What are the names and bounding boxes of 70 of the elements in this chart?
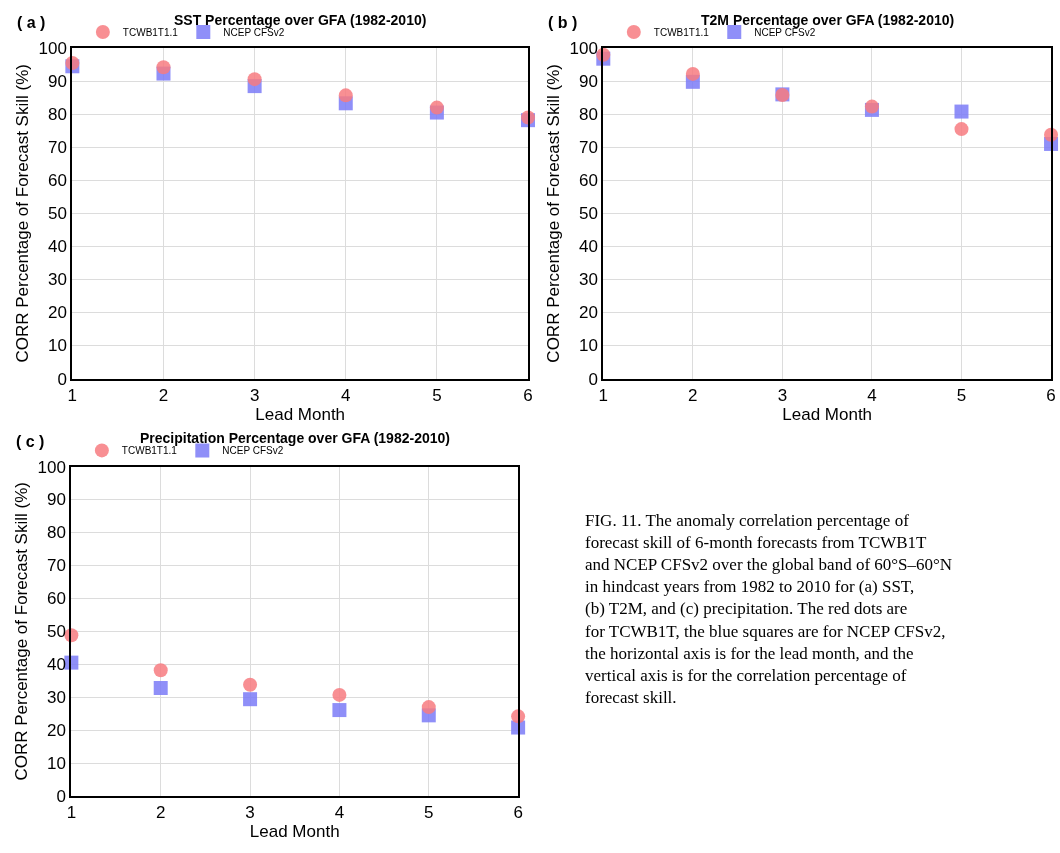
y-axis-title: CORR Percentage of Forecast Skill (%)	[543, 64, 563, 363]
x-tick-label: 4	[867, 385, 877, 405]
text: FIG. 11. The anomaly correlation percentage of forecast skill of 6-month forecasts from TCWB1T and NCEP CFSv2 over the global band of 60°S–60°N in hindcast years from 1982 to 2010 for (a) SST, (b) T2M, and (c) precipitation. The red dots are for TCWB1T, the blue squares are for NCEP CFSv2, the horizontal axis is for the lead month, and the vertical axis is for the correlation percentage of forecast skill.	[585, 511, 953, 707]
x-tick-label: 4	[334, 803, 345, 823]
x-tick-label: 3	[249, 385, 260, 405]
x-tick-label: 5	[956, 385, 967, 405]
x-tick-label: 1	[67, 385, 78, 405]
x-tick-label: 1	[598, 385, 609, 405]
legend-label: TCWB1T1.1	[121, 445, 178, 457]
y-tick-label: 90	[48, 72, 67, 92]
y-tick-label: 40	[47, 655, 66, 675]
chart-title: T2M Percentage over GFA (1982-2010)	[701, 12, 955, 28]
y-tick-label: 100	[38, 39, 67, 59]
chart-title: Precipitation Percentage over GFA (1982-2010)	[140, 430, 450, 446]
y-tick-label: 100	[569, 39, 598, 59]
y-tick-label: 0	[56, 787, 66, 807]
text: ( b )	[548, 14, 578, 31]
y-tick-label: 50	[578, 204, 598, 224]
x-tick-label: 6	[1046, 385, 1056, 405]
legend-label: NCEP CFSv2	[222, 445, 284, 457]
y-axis-title: CORR Percentage of Forecast Skill (%)	[11, 482, 31, 781]
y-tick-label: 10	[578, 336, 598, 356]
x-tick-label: 2	[688, 385, 698, 405]
y-tick-label: 70	[578, 138, 598, 158]
x-tick-label: 5	[424, 803, 434, 823]
y-tick-label: 40	[578, 237, 598, 257]
y-tick-label: 60	[48, 171, 67, 191]
y-tick-label: 20	[578, 303, 598, 323]
x-tick-label: 2	[158, 385, 169, 405]
text: ( a )	[17, 14, 46, 31]
y-tick-label: 60	[47, 589, 66, 609]
y-tick-label: 70	[47, 556, 66, 576]
y-axis-title: CORR Percentage of Forecast Skill (%)	[12, 64, 32, 363]
x-tick-label: 2	[155, 803, 166, 823]
y-tick-label: 20	[47, 721, 66, 741]
x-tick-label: 5	[432, 385, 442, 405]
y-tick-label: 50	[48, 204, 67, 224]
x-tick-label: 4	[341, 385, 351, 405]
x-tick-label: 1	[66, 803, 77, 823]
x-tick-label: 3	[245, 803, 255, 823]
y-tick-label: 80	[578, 105, 598, 125]
y-tick-label: 30	[47, 688, 66, 708]
legend-label: NCEP CFSv2	[754, 26, 816, 38]
y-tick-label: 70	[48, 138, 67, 158]
y-tick-label: 90	[47, 490, 66, 510]
y-tick-label: 30	[48, 270, 67, 290]
y-tick-label: 30	[578, 270, 598, 290]
chart-title: SST Percentage over GFA (1982-2010)	[174, 12, 427, 28]
y-tick-label: 10	[48, 336, 67, 356]
legend-label: TCWB1T1.1	[122, 26, 179, 38]
y-tick-label: 90	[578, 72, 598, 92]
y-tick-label: 80	[48, 105, 67, 125]
text: ( c )	[16, 433, 45, 450]
x-axis-title: Lead Month	[782, 404, 873, 424]
y-tick-label: 10	[47, 754, 66, 774]
y-tick-label: 100	[37, 457, 66, 477]
y-tick-label: 20	[48, 303, 67, 323]
legend-label: NCEP CFSv2	[223, 26, 285, 38]
x-tick-label: 6	[523, 385, 533, 405]
x-axis-title: Lead Month	[249, 822, 340, 842]
y-tick-label: 0	[588, 369, 598, 389]
y-tick-label: 40	[48, 237, 67, 257]
x-tick-label: 3	[777, 385, 788, 405]
y-tick-label: 80	[47, 523, 66, 543]
y-tick-label: 0	[57, 369, 67, 389]
x-axis-title: Lead Month	[255, 404, 346, 424]
y-tick-label: 50	[47, 622, 66, 642]
y-tick-label: 60	[578, 171, 598, 191]
legend-label: TCWB1T1.1	[653, 26, 710, 38]
x-tick-label: 6	[513, 803, 523, 823]
